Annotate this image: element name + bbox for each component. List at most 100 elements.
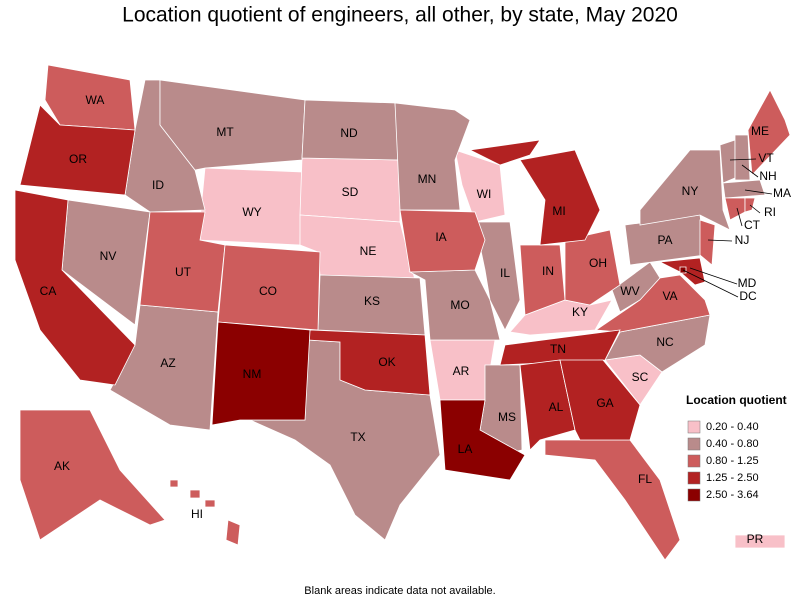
state-label: VT: [758, 151, 774, 165]
state: [734, 534, 786, 549]
state-label: RI: [764, 205, 776, 219]
leader-line: [736, 207, 743, 227]
state: [499, 329, 621, 366]
state: [307, 329, 431, 396]
state: [19, 104, 136, 196]
state-label: MD: [738, 276, 757, 290]
state-label: ID: [152, 178, 164, 192]
state-label: NV: [100, 249, 117, 263]
state-label: AK: [54, 459, 70, 473]
state: [468, 139, 541, 166]
state: [559, 359, 641, 441]
state-label: CA: [40, 284, 57, 298]
state-label: MI: [552, 204, 565, 218]
state-label: HI: [191, 507, 203, 521]
state-labels: WY SD NE WI KY AR SC PR ID NV MT ND MN KS MO IL TX MS NC WV…: [40, 93, 791, 546]
state: [189, 489, 201, 499]
state-label: MA: [773, 186, 791, 200]
legend-swatch: [687, 420, 701, 434]
state-label: SD: [342, 185, 359, 199]
state: [724, 197, 746, 221]
state: [474, 221, 521, 331]
state-label: NH: [759, 169, 776, 183]
state-label: DC: [739, 289, 757, 303]
leader-line: [729, 158, 757, 161]
state-label: CO: [259, 284, 277, 298]
state: [719, 139, 736, 184]
state-label: ME: [751, 124, 769, 138]
state-label: TX: [350, 430, 365, 444]
state: [519, 149, 601, 246]
state-label: AR: [453, 364, 470, 378]
state-label: MO: [450, 298, 469, 312]
state-label: NE: [360, 244, 377, 258]
map-title: Location quotient of engineers, all othe…: [122, 4, 678, 27]
leader-line: [741, 164, 759, 178]
state: [519, 359, 576, 451]
legend-swatch: [687, 437, 701, 451]
leader-line: [682, 269, 739, 298]
legend-swatch: [687, 471, 701, 485]
state-label: NY: [682, 184, 699, 198]
state-label: IN: [542, 264, 554, 278]
state: [14, 189, 136, 386]
state-label: CT: [744, 218, 761, 232]
state-label: AZ: [160, 356, 175, 370]
state-label: GA: [596, 396, 613, 410]
legend-label: 0.20 - 0.40: [706, 421, 759, 433]
state-label: MT: [216, 125, 234, 139]
state-label: VA: [662, 289, 677, 303]
state-label: OH: [589, 256, 607, 270]
state-label: ND: [340, 126, 358, 140]
state: [747, 89, 791, 176]
legend-label: 1.25 - 2.50: [706, 472, 759, 484]
state-label: KS: [364, 294, 380, 308]
state: [734, 134, 751, 181]
state-label: TN: [550, 342, 566, 356]
state: [544, 439, 681, 561]
state: [594, 274, 711, 333]
state: [225, 519, 241, 546]
state-label: AL: [549, 400, 564, 414]
state-label: WA: [86, 93, 105, 107]
footnote: Blank areas indicate data not available.: [304, 585, 495, 597]
state: [169, 479, 179, 488]
state-label: OK: [378, 355, 395, 369]
state: [639, 149, 731, 231]
state-label: KY: [572, 305, 588, 319]
state-label: MN: [418, 172, 437, 186]
state-label: OR: [69, 152, 87, 166]
leader-line: [689, 267, 738, 285]
state: [439, 399, 526, 481]
state-label: NM: [243, 367, 262, 381]
state-label: IL: [500, 266, 510, 280]
state-label: PR: [747, 532, 764, 546]
legend-label: 0.80 - 1.25: [706, 455, 759, 467]
legend-swatch: [687, 488, 701, 502]
state-label: MS: [498, 410, 516, 424]
state: [399, 209, 486, 273]
state-label: IA: [435, 230, 446, 244]
state: [204, 499, 216, 508]
states: [14, 64, 791, 561]
leader-line: [744, 189, 773, 195]
legend-title: Location quotient: [686, 393, 787, 407]
legend: 0.20 - 0.40 0.40 - 0.80 0.80 - 1.25 1.25 - …: [687, 420, 759, 502]
state-label: NJ: [735, 233, 750, 247]
state-label: UT: [175, 265, 192, 279]
state-label: SC: [632, 370, 649, 384]
state-label: WV: [620, 284, 639, 298]
legend-swatch: [687, 454, 701, 468]
state-label: NC: [656, 335, 674, 349]
state: [699, 219, 716, 266]
leader-line: [707, 239, 733, 242]
state-label: LA: [458, 442, 473, 456]
state-label: WY: [242, 205, 261, 219]
legend-label: 0.40 - 0.80: [706, 438, 759, 450]
legend-label: 2.50 - 3.64: [706, 489, 759, 501]
state-label: WI: [477, 187, 492, 201]
state: [564, 229, 621, 306]
state: [722, 179, 766, 199]
state: [211, 321, 311, 426]
